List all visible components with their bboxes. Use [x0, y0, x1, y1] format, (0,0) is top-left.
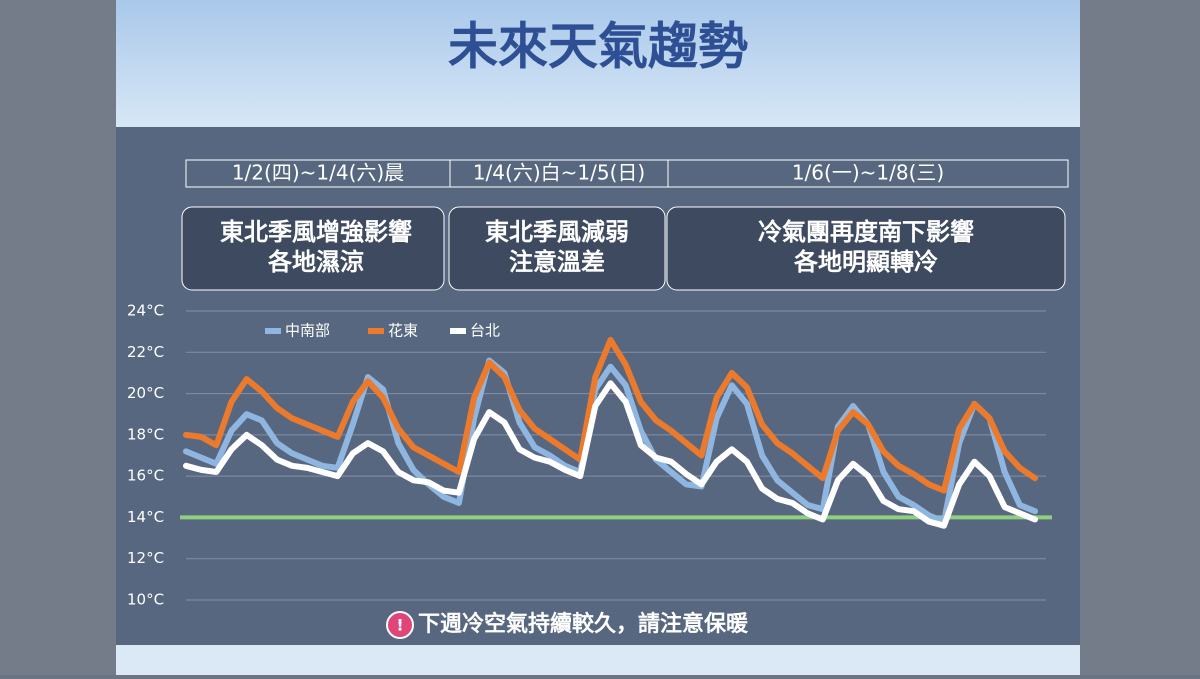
bottom-band: [116, 645, 1080, 675]
period-header-box: [667, 159, 1069, 188]
y-tick-label: 16°C: [127, 467, 164, 485]
series-line: [183, 357, 1038, 525]
period-box: [448, 206, 666, 291]
series-line: [183, 336, 1038, 494]
alert-icon-mark: !: [396, 616, 403, 635]
legend-label: 中南部: [285, 322, 330, 340]
period-desc: 東北季風減弱: [485, 218, 629, 246]
period-desc: 東北季風增強影響: [220, 218, 412, 246]
side-blur: [1080, 0, 1200, 675]
y-tick-label: 18°C: [127, 425, 164, 443]
period-label: 1/2(四)~1/4(六)晨: [232, 161, 404, 185]
period-box: [666, 206, 1066, 291]
period-label: 1/6(一)~1/8(三): [792, 161, 944, 185]
period-desc: 各地濕涼: [267, 248, 364, 276]
y-tick-label: 22°C: [127, 343, 164, 361]
y-tick-label: 24°C: [127, 302, 164, 320]
side-blur: [0, 0, 116, 675]
y-tick-label: 10°C: [127, 591, 164, 609]
y-tick-label: 12°C: [127, 549, 164, 567]
legend-label: 台北: [470, 322, 500, 340]
period-desc: 冷氣團再度南下影響: [758, 218, 974, 246]
series-line: [183, 380, 1038, 529]
period-desc: 各地明顯轉冷: [793, 248, 938, 276]
title-band: [116, 0, 1080, 127]
chart: 10°C 12°C 14°C 16°C 18°C 20°C 22°C 24°C 中南部 花東 台北: [127, 302, 1052, 609]
note: 下週冷空氣持續較久，請注意保暖: [418, 611, 749, 637]
title: 未來天氣趨勢: [448, 18, 748, 76]
y-tick-label: 14°C: [127, 508, 164, 526]
period-label: 1/4(六)白~1/5(日): [473, 161, 645, 185]
period-box: [181, 206, 445, 291]
period-desc: 注意溫差: [509, 248, 605, 276]
y-tick-label: 20°C: [127, 384, 164, 402]
legend-label: 花東: [388, 322, 418, 340]
alert-icon: [386, 611, 414, 639]
